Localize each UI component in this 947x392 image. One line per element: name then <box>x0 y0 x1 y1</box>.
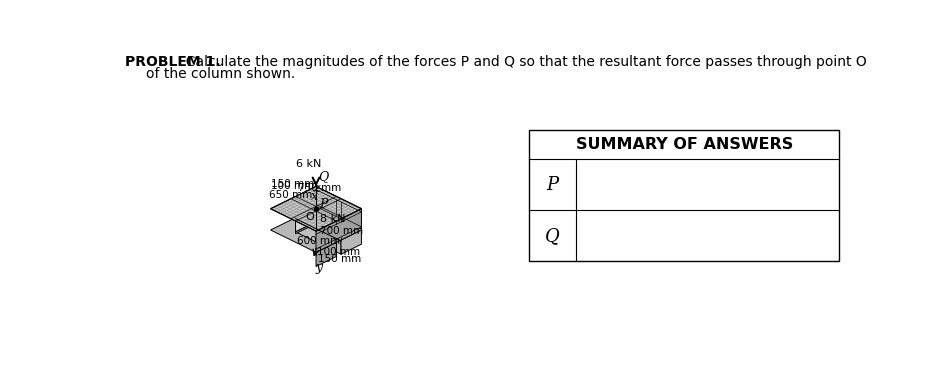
Text: 150 mm: 150 mm <box>271 179 314 189</box>
Text: of the column shown.: of the column shown. <box>146 67 295 81</box>
Polygon shape <box>271 187 362 231</box>
Polygon shape <box>271 208 362 252</box>
Text: 8 kN: 8 kN <box>320 214 346 224</box>
Text: O: O <box>306 212 314 222</box>
Text: 750 mm: 750 mm <box>298 183 342 192</box>
Text: 100 mm: 100 mm <box>272 181 314 191</box>
Text: P: P <box>546 176 559 194</box>
Polygon shape <box>316 209 362 252</box>
Text: PROBLEM 1.: PROBLEM 1. <box>125 55 220 69</box>
Text: x: x <box>312 190 318 203</box>
Polygon shape <box>295 218 341 254</box>
Text: 100 mm: 100 mm <box>317 247 360 257</box>
Text: y: y <box>315 261 322 274</box>
Polygon shape <box>341 230 362 254</box>
Text: 700 mm: 700 mm <box>320 226 363 236</box>
Text: Q: Q <box>318 171 329 183</box>
Text: z: z <box>313 182 319 195</box>
Polygon shape <box>316 187 362 230</box>
Text: P: P <box>319 198 328 211</box>
Text: Q: Q <box>545 227 560 245</box>
Text: SUMMARY OF ANSWERS: SUMMARY OF ANSWERS <box>576 137 793 152</box>
Polygon shape <box>295 208 316 232</box>
Polygon shape <box>295 222 316 234</box>
Text: 650 mm: 650 mm <box>269 190 313 200</box>
Text: 6 kN: 6 kN <box>295 159 321 169</box>
Text: 150 mm: 150 mm <box>317 254 361 264</box>
Bar <box>529 130 839 261</box>
Polygon shape <box>316 242 336 267</box>
Text: 600 mm: 600 mm <box>296 236 340 246</box>
Text: Calculate the magnitudes of the forces P and Q so that the resultant force passe: Calculate the magnitudes of the forces P… <box>177 55 867 69</box>
